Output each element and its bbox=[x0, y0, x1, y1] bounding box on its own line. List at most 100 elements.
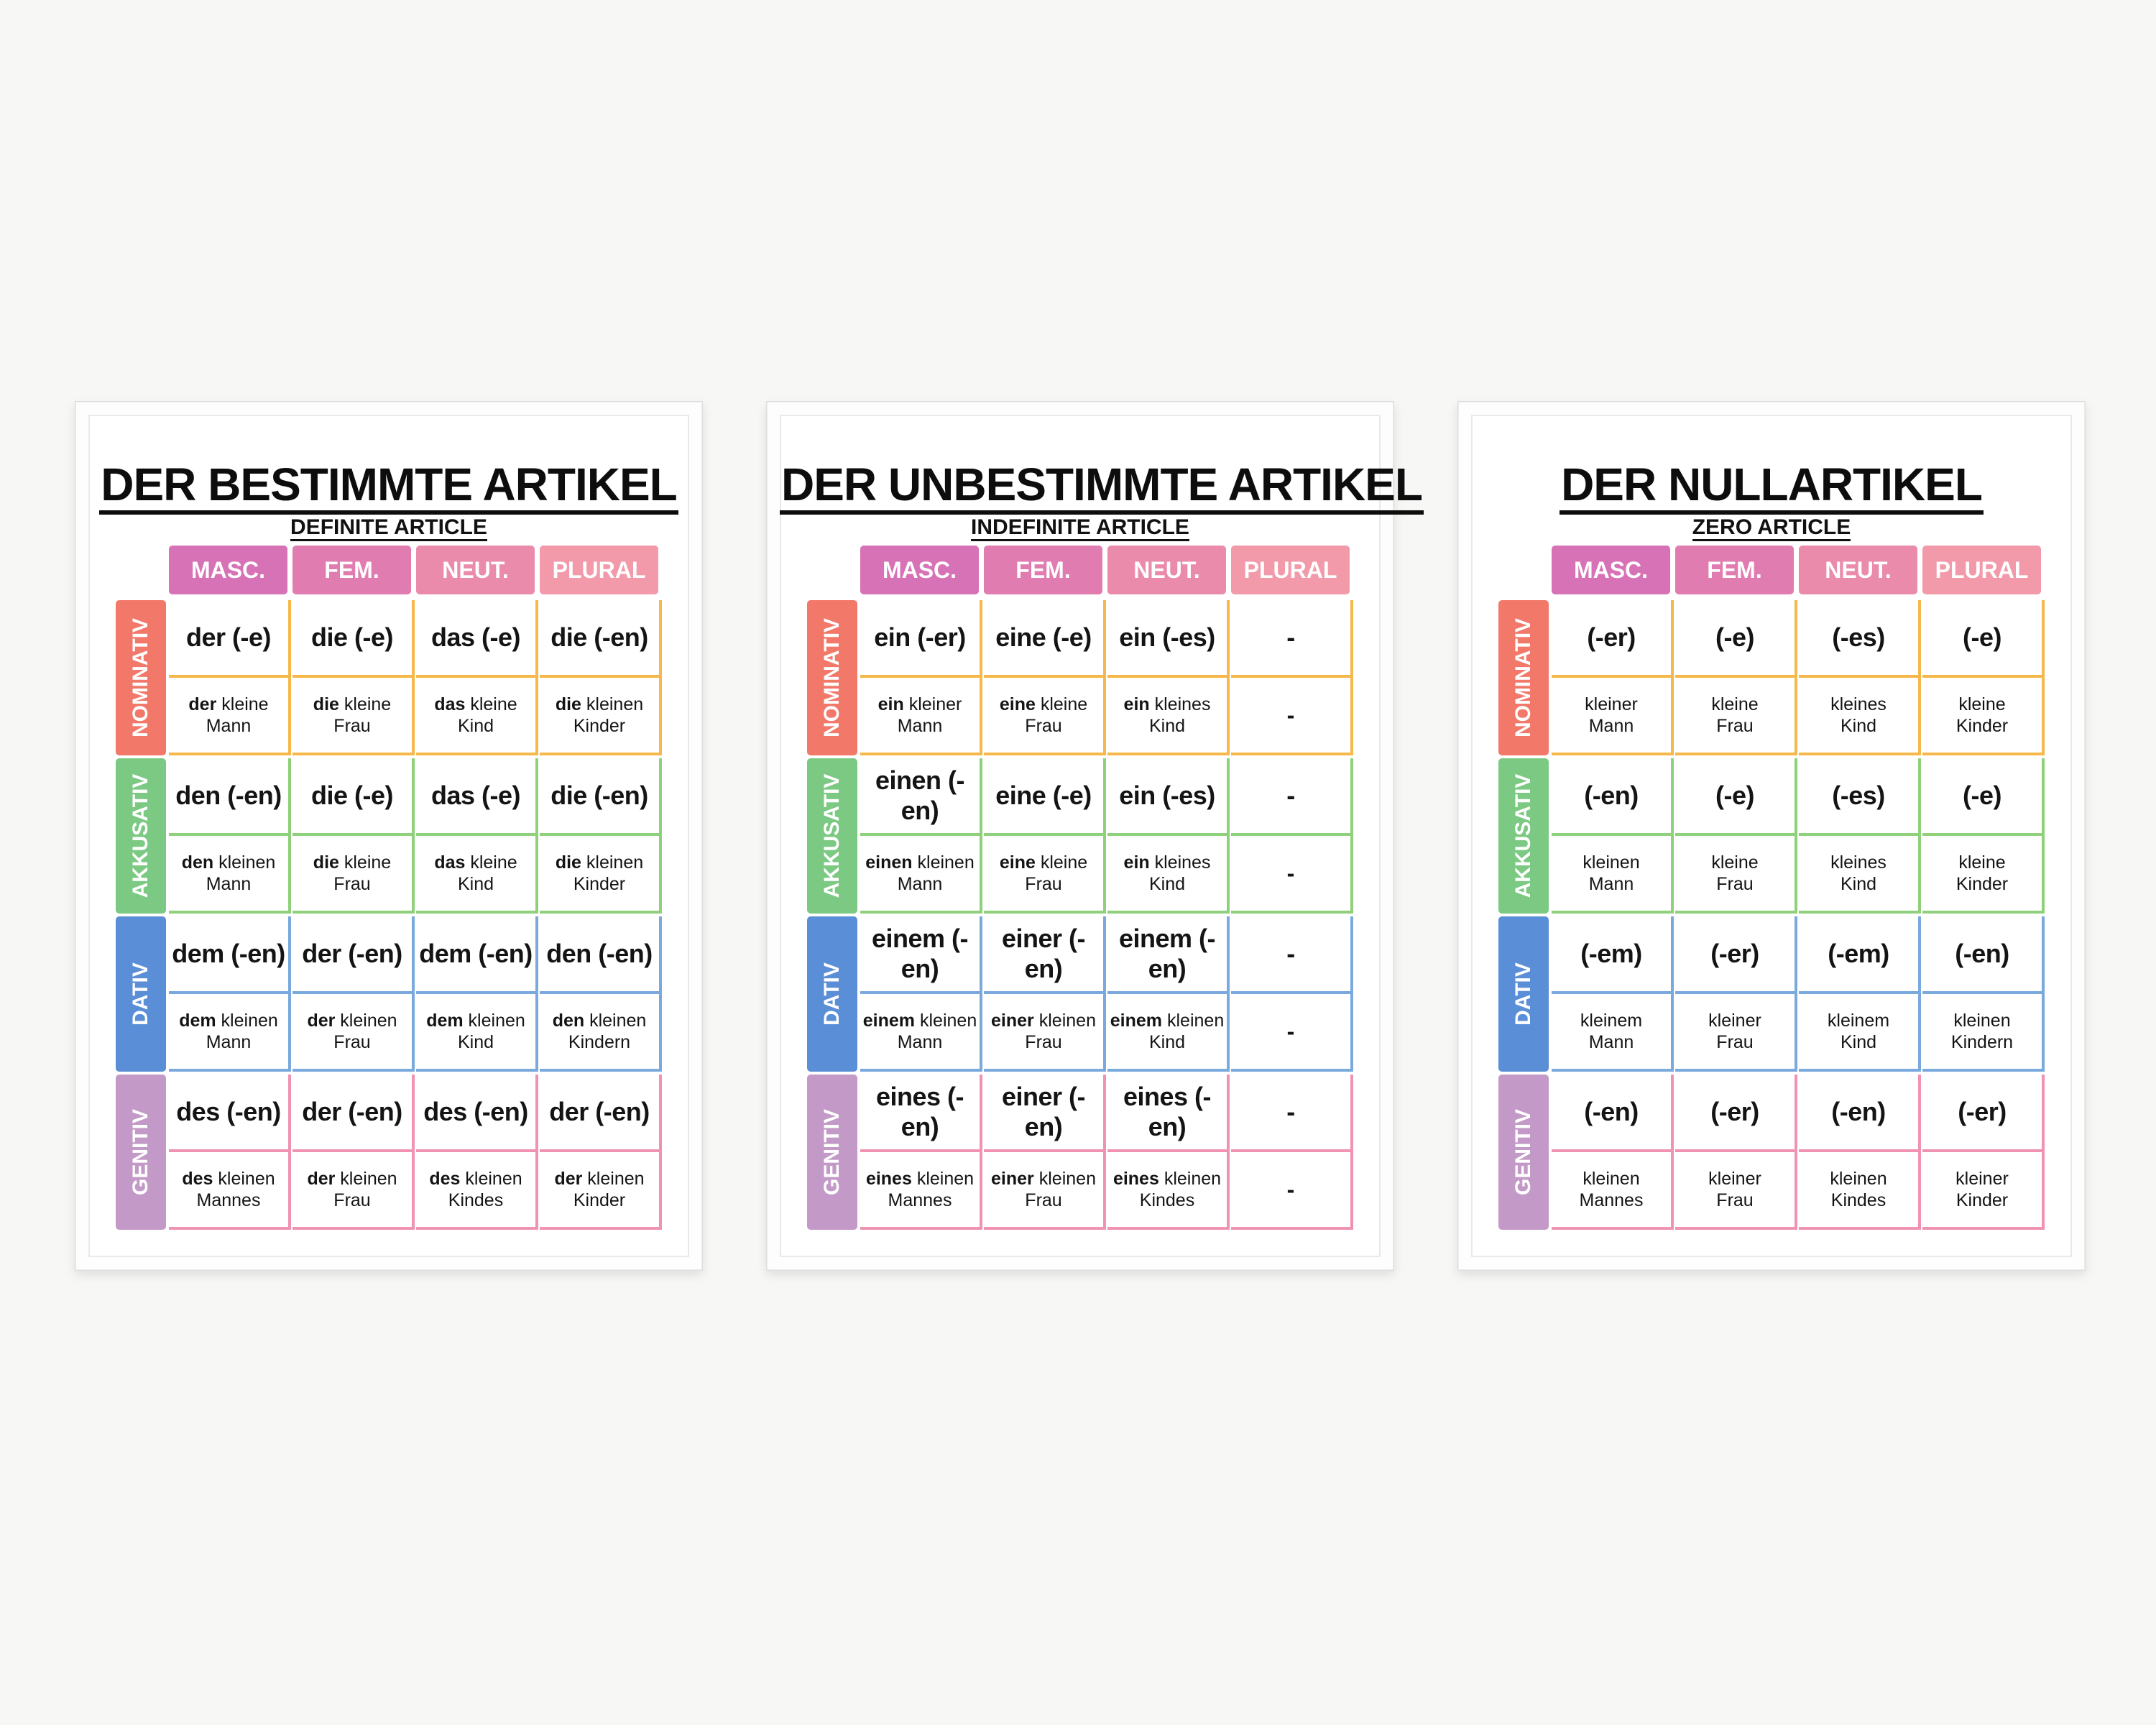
case-label: AKKUSATIV bbox=[116, 758, 166, 914]
poster-frame: DER NULLARTIKEL ZERO ARTICLE MASC. FEM. NEUT… bbox=[1457, 401, 2086, 1271]
example-adjective: kleinen bbox=[1033, 1011, 1096, 1031]
article-form-cell: (-er) bbox=[1675, 1075, 1797, 1152]
example-article: die bbox=[555, 852, 581, 873]
example-line: einen kleinen bbox=[865, 852, 974, 873]
article-form-cell: (-en) bbox=[1552, 1075, 1674, 1152]
example-noun: Mann bbox=[897, 874, 943, 894]
example-article: einer bbox=[991, 1169, 1034, 1189]
example-cell: eine kleine Frau bbox=[984, 836, 1106, 914]
article-form-cell: einem (-en) bbox=[1107, 916, 1230, 994]
example-noun: Mann bbox=[206, 1032, 252, 1052]
example-cell: ein kleiner Mann bbox=[860, 678, 982, 755]
example-noun: Kind bbox=[1148, 716, 1186, 736]
poster-subtitle: INDEFINITE ARTICLE bbox=[780, 515, 1381, 541]
case-label: GENITIV bbox=[1498, 1075, 1549, 1230]
example-cell: ein kleines Kind bbox=[1107, 678, 1230, 755]
example-noun: Mannes bbox=[1579, 1190, 1644, 1210]
example-cell: den kleinen Kindern bbox=[540, 994, 662, 1072]
example-noun: Kind bbox=[1840, 1032, 1877, 1052]
example-adjective: kleinen bbox=[213, 1169, 275, 1189]
example-cell: kleines Kind bbox=[1799, 678, 1921, 755]
example-article: ein bbox=[1123, 852, 1150, 873]
example-noun: Kind bbox=[457, 874, 494, 894]
example-cell: kleiner Frau bbox=[1675, 1152, 1797, 1230]
example-line: die kleinen bbox=[556, 852, 643, 873]
example-adjective: kleinen bbox=[1033, 1169, 1096, 1189]
example-noun: Kinder bbox=[1955, 716, 2009, 736]
example-cell: kleinen Mann bbox=[1552, 836, 1674, 914]
example-line: kleinen bbox=[1953, 1010, 2010, 1031]
example-article: des bbox=[429, 1169, 461, 1189]
case-label-text: NOMINATIV bbox=[129, 617, 152, 738]
poster-subtitle: DEFINITE ARTICLE bbox=[88, 515, 689, 541]
poster-title-text: DER UNBESTIMMTE ARTIKEL bbox=[780, 459, 1424, 515]
poster-title: DER BESTIMMTE ARTIKEL bbox=[88, 458, 689, 515]
column-header: NEUT. bbox=[416, 546, 535, 594]
article-form-cell: der (-en) bbox=[292, 1075, 415, 1152]
example-line: kleine bbox=[1958, 694, 2005, 715]
article-form-cell: des (-en) bbox=[416, 1075, 538, 1152]
example-adjective: kleinen bbox=[584, 1011, 647, 1031]
example-article: einem bbox=[862, 1011, 916, 1031]
example-adjective: kleinen bbox=[581, 852, 644, 873]
article-form-cell: eine (-e) bbox=[984, 600, 1106, 678]
example-line: den kleinen bbox=[553, 1010, 647, 1031]
example-cell: kleiner Frau bbox=[1675, 994, 1797, 1072]
example-line: kleines bbox=[1830, 694, 1886, 715]
empty-dash: - bbox=[1286, 702, 1295, 728]
example-adjective: kleiner bbox=[1955, 1169, 2009, 1189]
example-cell: das kleine Kind bbox=[416, 678, 538, 755]
example-article: dem bbox=[179, 1011, 216, 1031]
example-article: die bbox=[313, 852, 339, 873]
example-adjective: kleines bbox=[1149, 694, 1211, 714]
example-article: eines bbox=[1112, 1169, 1159, 1189]
article-form-cell: ein (-er) bbox=[860, 600, 982, 678]
example-cell: des kleinen Kindes bbox=[416, 1152, 538, 1230]
example-cell: das kleine Kind bbox=[416, 836, 538, 914]
case-label: AKKUSATIV bbox=[1498, 758, 1549, 914]
article-form-cell: (-en) bbox=[1922, 916, 2045, 994]
example-cell: einen kleinen Mann bbox=[860, 836, 982, 914]
case-label-text: DATIV bbox=[820, 962, 844, 1026]
poster-subtitle-text: DEFINITE ARTICLE bbox=[290, 515, 487, 541]
example-adjective: kleine bbox=[1711, 694, 1759, 714]
article-form-cell: (-e) bbox=[1922, 600, 2045, 678]
example-adjective: kleinen bbox=[911, 1169, 975, 1189]
poster-frame: DER UNBESTIMMTE ARTIKEL INDEFINITE ARTICL… bbox=[766, 401, 1424, 1271]
example-adjective: kleines bbox=[1149, 852, 1211, 873]
example-cell: - bbox=[1231, 678, 1353, 755]
example-cell: kleine Kinder bbox=[1922, 836, 2045, 914]
example-article: den bbox=[181, 852, 214, 873]
example-noun: Kindes bbox=[1830, 1190, 1886, 1210]
example-adjective: kleinem bbox=[1827, 1011, 1890, 1031]
example-line: ein kleines bbox=[1124, 852, 1211, 873]
example-noun: Kind bbox=[457, 1032, 494, 1052]
poster-frame: DER BESTIMMTE ARTIKEL DEFINITE ARTICLE MAS… bbox=[75, 401, 703, 1271]
example-cell: die kleine Frau bbox=[292, 678, 415, 755]
example-noun: Kinder bbox=[573, 874, 626, 894]
example-line: kleinen bbox=[1830, 1168, 1886, 1190]
example-noun: Frau bbox=[1025, 874, 1062, 894]
column-header: MASC. bbox=[860, 546, 979, 594]
example-line: einer kleinen bbox=[991, 1168, 1096, 1190]
article-form-cell: (-er) bbox=[1922, 1075, 2045, 1152]
example-article: der bbox=[307, 1169, 336, 1189]
example-noun: Mann bbox=[1588, 874, 1634, 894]
case-label: DATIV bbox=[116, 916, 166, 1072]
example-adjective: kleinen bbox=[460, 1169, 522, 1189]
article-form-cell: den (-en) bbox=[169, 758, 291, 836]
poster-title: DER NULLARTIKEL bbox=[1471, 458, 2072, 515]
example-article: ein bbox=[1123, 694, 1150, 714]
example-article: ein bbox=[877, 694, 904, 714]
article-form-cell: eine (-e) bbox=[984, 758, 1106, 836]
example-adjective: kleine bbox=[1958, 852, 2006, 873]
example-article: der bbox=[188, 694, 217, 714]
article-form-cell: eines (-en) bbox=[860, 1075, 982, 1152]
example-cell: kleinem Kind bbox=[1799, 994, 1921, 1072]
example-adjective: kleinen bbox=[1583, 852, 1640, 873]
case-label-text: AKKUSATIV bbox=[820, 773, 844, 898]
example-line: den kleinen bbox=[182, 852, 276, 873]
example-adjective: kleiner bbox=[1585, 694, 1638, 714]
article-form-cell: dem (-en) bbox=[416, 916, 538, 994]
example-cell: des kleinen Mannes bbox=[169, 1152, 291, 1230]
